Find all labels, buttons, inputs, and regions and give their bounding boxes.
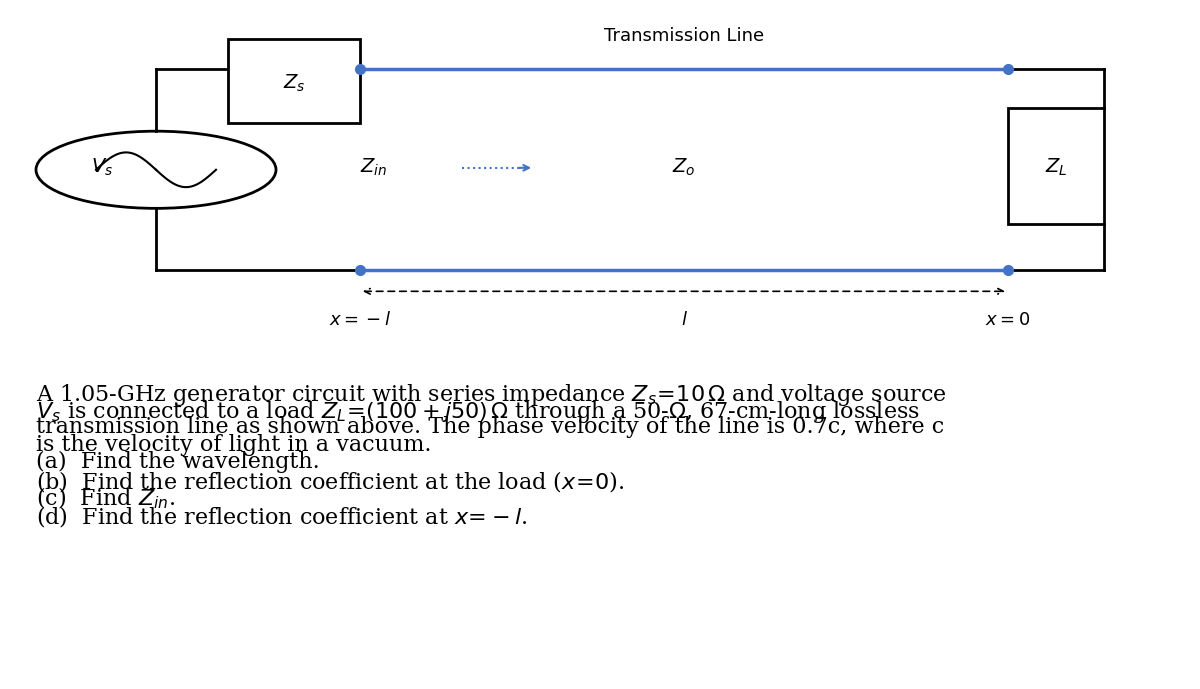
Text: $V_s$ is connected to a load $Z_L\!=\!(100+j50)\,\Omega$ through a 50-$\Omega$, : $V_s$ is connected to a load $Z_L\!=\!(1… [36, 399, 920, 425]
Bar [1008, 108, 1104, 224]
Text: $V_s$: $V_s$ [91, 157, 113, 178]
Text: (a)  Find the wavelength.: (a) Find the wavelength. [36, 451, 319, 473]
Text: A 1.05-GHz generator circuit with series impedance $Z_s\!=\!10\,\Omega$ and volt: A 1.05-GHz generator circuit with series… [36, 382, 947, 408]
Text: $Z_s$: $Z_s$ [283, 72, 305, 94]
Text: $Z_L$: $Z_L$ [1045, 157, 1067, 178]
Text: $Z_o$: $Z_o$ [672, 157, 696, 178]
Text: $Z_{in}$: $Z_{in}$ [360, 157, 388, 178]
Bar [228, 39, 360, 123]
Text: transmission line as shown above. The phase velocity of the line is 0.7c, where : transmission line as shown above. The ph… [36, 416, 944, 438]
Text: is the velocity of light in a vacuum.: is the velocity of light in a vacuum. [36, 434, 432, 456]
Text: (b)  Find the reflection coefficient at the load ($x\!=\!0$).: (b) Find the reflection coefficient at t… [36, 469, 624, 494]
Text: $x = 0$: $x = 0$ [985, 311, 1031, 329]
Text: $l$: $l$ [680, 311, 688, 329]
Text: (c)  Find $Z_{in}$.: (c) Find $Z_{in}$. [36, 486, 175, 511]
Text: (d)  Find the reflection coefficient at $x\!=\!-l$.: (d) Find the reflection coefficient at $… [36, 504, 528, 528]
Text: $x = -l$: $x = -l$ [329, 311, 391, 329]
Text: Transmission Line: Transmission Line [604, 27, 764, 45]
